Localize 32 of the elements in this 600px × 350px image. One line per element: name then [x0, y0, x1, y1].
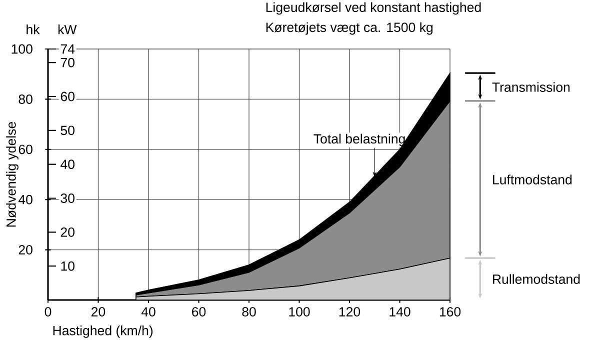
- y2-tick-label: 60: [60, 92, 74, 102]
- x-axis-title: Hastighed (km/h): [53, 326, 153, 338]
- y2-tick-label: 70: [60, 58, 74, 68]
- x-tick-label: 160: [440, 307, 461, 316]
- x-tick-label: 0: [44, 307, 52, 316]
- y2-tick-label: 10: [61, 261, 74, 271]
- y2-tick-label: 20: [60, 227, 74, 237]
- text: Luftmodstand: [493, 174, 572, 184]
- y-axis-title: Nødvendig ydelse: [6, 122, 18, 227]
- y2-axis-title: kW: [58, 24, 77, 34]
- y2-tick-label: 30: [60, 194, 74, 203]
- y2-tick-label: 74: [60, 44, 75, 54]
- x-tick-label: 80: [242, 307, 256, 316]
- annotation: Total belastning: [314, 134, 405, 146]
- y-tick-label: 40: [18, 194, 32, 204]
- y-tick-label: 100: [12, 44, 32, 54]
- y2-tick-label: 50: [60, 126, 74, 136]
- legend-label: Rullemodstand: [493, 274, 580, 284]
- x-tick-label: 60: [192, 307, 206, 316]
- y-tick-label: 20: [18, 245, 32, 254]
- chart-subtitle: Køretøjets vægt ca. 1500 kg: [266, 22, 433, 35]
- chart-title: Ligeudkørsel ved konstant hastighed: [266, 2, 481, 15]
- x-tick-label: 100: [289, 307, 310, 316]
- x-tick-label: 20: [92, 307, 106, 316]
- y2-tick-label: 40: [60, 160, 74, 170]
- y-tick-label: 80: [18, 94, 32, 104]
- x-tick-label: 120: [339, 307, 360, 316]
- text: hk: [26, 24, 40, 34]
- x-tick-label: 140: [390, 307, 410, 316]
- x-tick-label: 40: [141, 307, 156, 316]
- legend-label: Transmission: [492, 82, 570, 92]
- y-tick-label: 60: [18, 144, 32, 154]
